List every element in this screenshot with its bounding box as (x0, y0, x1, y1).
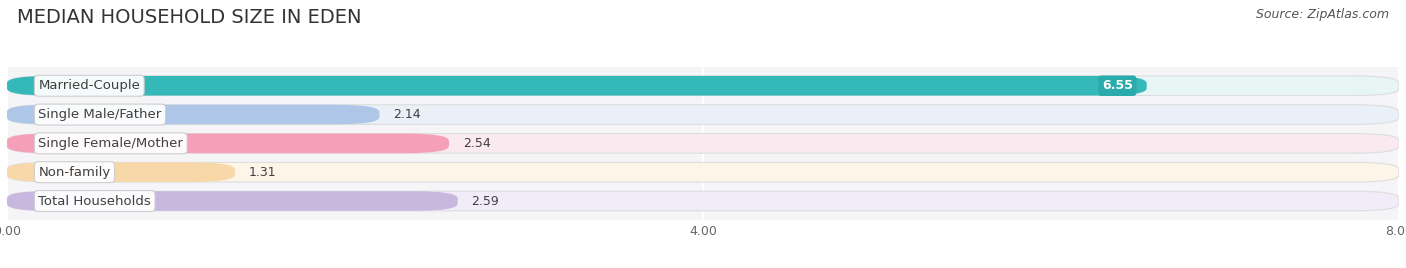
FancyBboxPatch shape (7, 105, 1399, 124)
Text: Single Male/Father: Single Male/Father (38, 108, 162, 121)
Text: 2.54: 2.54 (463, 137, 491, 150)
FancyBboxPatch shape (7, 191, 458, 211)
Text: MEDIAN HOUSEHOLD SIZE IN EDEN: MEDIAN HOUSEHOLD SIZE IN EDEN (17, 8, 361, 27)
Text: 1.31: 1.31 (249, 166, 277, 179)
Text: 2.59: 2.59 (471, 195, 499, 207)
FancyBboxPatch shape (7, 191, 1399, 211)
Text: Source: ZipAtlas.com: Source: ZipAtlas.com (1256, 8, 1389, 21)
FancyBboxPatch shape (7, 133, 449, 153)
FancyBboxPatch shape (7, 76, 1147, 95)
Text: 2.14: 2.14 (394, 108, 420, 121)
Text: Married-Couple: Married-Couple (38, 79, 141, 92)
FancyBboxPatch shape (7, 76, 1399, 95)
FancyBboxPatch shape (7, 162, 235, 182)
FancyBboxPatch shape (7, 162, 1399, 182)
FancyBboxPatch shape (7, 133, 1399, 153)
Text: Non-family: Non-family (38, 166, 111, 179)
Text: Single Female/Mother: Single Female/Mother (38, 137, 183, 150)
FancyBboxPatch shape (7, 105, 380, 124)
Text: Total Households: Total Households (38, 195, 150, 207)
Text: 6.55: 6.55 (1102, 79, 1133, 92)
